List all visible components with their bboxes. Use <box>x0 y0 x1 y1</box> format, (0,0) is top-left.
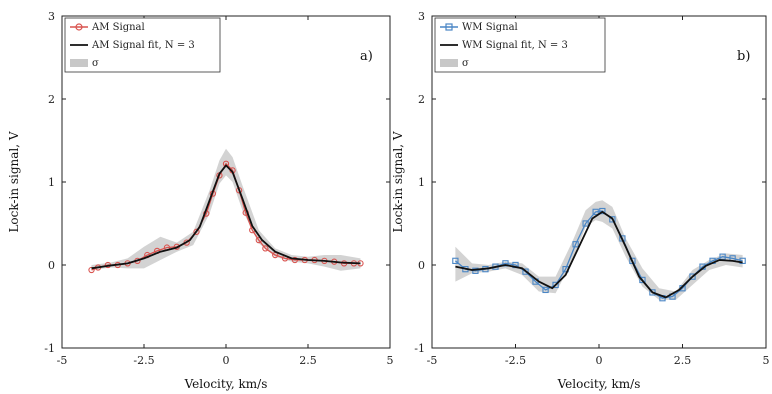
panel-a-legend-am-signal-label: AM Signal <box>91 22 145 33</box>
panel-b-y-tick-label: 2 <box>418 93 425 106</box>
panel-b-y-tick-label: 1 <box>418 176 425 189</box>
panel-b-series-0-marker <box>719 253 726 260</box>
panel-a-x-ticks: -5 -2.5 0 2.5 5 <box>57 16 394 367</box>
panel-b-series-0-marker <box>592 208 599 216</box>
panel-b-series-0-marker <box>572 241 579 248</box>
panel-b-sigma-band-layer <box>455 200 743 300</box>
panel-b-legend-sigma-swatch <box>440 59 458 67</box>
panel-a-x-tick-label: 2.5 <box>299 354 317 367</box>
panel-a-series-0-marker <box>88 266 95 274</box>
panel-a: -5 -2.5 0 2.5 5 -1 0 1 2 3 AM Signal AM Signal f… <box>7 10 394 391</box>
panel-a-legend-am-signal-marker <box>75 23 83 31</box>
panel-a-label: a) <box>360 49 373 64</box>
panel-b: -5 -2.5 0 2.5 5 -1 0 1 2 3 WM Signal WM Signal f… <box>391 10 770 391</box>
panel-a-x-tick-label: -5 <box>57 354 68 367</box>
panel-b-series-layer <box>452 207 746 302</box>
panel-b-y-axis-title: Lock-in signal, V <box>391 131 405 232</box>
panel-a-y-tick-label: 2 <box>48 93 55 106</box>
panel-a-legend-sigma-label: σ <box>92 58 99 69</box>
panel-a-series-0-marker <box>262 245 269 252</box>
panel-b-legend-wm-fit-label: WM Signal fit, N = 3 <box>462 40 568 51</box>
panel-b-series-0-marker <box>552 281 559 289</box>
panel-b-x-tick-label: 5 <box>763 354 770 367</box>
panel-b-legend-box <box>434 17 606 73</box>
panel-b-series-0-marker <box>502 260 509 267</box>
panel-b-x-tick-label: 0 <box>596 354 603 367</box>
panel-b-y-tick-label: 0 <box>418 259 425 272</box>
panel-b-series-0-marker <box>522 268 529 275</box>
panel-a-y-axis-title: Lock-in signal, V <box>7 131 21 232</box>
panel-a-y-tick-label: -1 <box>44 342 55 355</box>
panel-a-x-tick-label: 0 <box>223 354 230 367</box>
panel-a-series-1-line <box>91 164 361 270</box>
panel-b-legend-wm-signal-label: WM Signal <box>462 22 518 33</box>
panel-b-x-tick-label: -2.5 <box>505 354 526 367</box>
panel-b-legend: WM Signal WM Signal fit, N = 3 σ <box>434 17 606 73</box>
panel-b-series-0-marker <box>609 216 616 223</box>
panel-b-label: b) <box>737 49 750 64</box>
panel-a-legend-sigma-swatch <box>70 59 88 67</box>
panel-b-series-0-marker <box>599 207 606 215</box>
panel-b-series-0-marker <box>542 286 549 294</box>
panel-b-x-tick-label: 2.5 <box>674 354 692 367</box>
panel-a-legend: AM Signal AM Signal fit, N = 3 σ <box>64 17 221 73</box>
panel-a-sigma-band <box>91 148 361 271</box>
panel-b-x-axis-title: Velocity, km/s <box>557 377 641 391</box>
panel-b-legend-wm-signal-marker <box>445 23 453 31</box>
panel-b-legend-sigma-label: σ <box>462 58 469 69</box>
panel-b-series-0-marker <box>689 273 696 280</box>
panel-a-y-tick-label: 1 <box>48 176 55 189</box>
panel-a-legend-am-fit-label: AM Signal fit, N = 3 <box>91 40 195 51</box>
panel-a-series-layer <box>88 160 364 274</box>
panel-b-y-ticks: -1 0 1 2 3 <box>414 10 766 355</box>
panel-a-legend-box <box>64 17 221 73</box>
panel-b-y-tick-label: 3 <box>418 10 425 23</box>
panel-b-series-0-marker <box>452 257 459 264</box>
panel-a-y-tick-label: 0 <box>48 259 55 272</box>
panel-a-y-ticks: -1 0 1 2 3 <box>44 10 390 355</box>
panel-a-series-0-marker <box>291 256 299 264</box>
panel-b-series-0-marker <box>739 257 746 264</box>
panel-a-y-tick-label: 3 <box>48 10 55 23</box>
panel-b-sigma-band <box>455 200 743 300</box>
panel-b-y-tick-label: -1 <box>414 342 425 355</box>
panel-b-x-tick-label: -5 <box>427 354 438 367</box>
panel-a-x-axis-title: Velocity, km/s <box>184 377 268 391</box>
panel-b-series-0-marker <box>649 289 656 296</box>
panel-b-series-0-marker <box>639 276 646 284</box>
panel-a-series-0-marker <box>193 228 200 235</box>
panel-a-sigma-band-layer <box>91 148 361 271</box>
panel-a-x-tick-label: -2.5 <box>133 354 154 367</box>
panel-b-series-1-line <box>455 210 743 299</box>
panel-a-x-tick-label: 5 <box>387 354 394 367</box>
panel-b-series-0-marker <box>582 220 589 227</box>
